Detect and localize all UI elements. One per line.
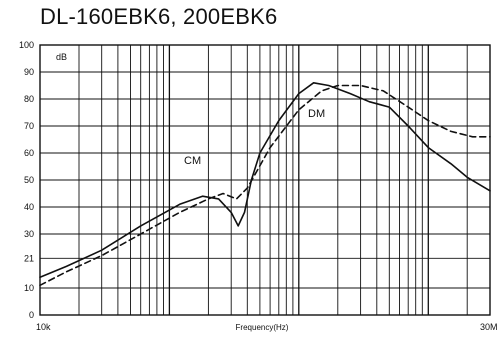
plot-frame <box>39 44 491 316</box>
series-layer <box>39 82 491 287</box>
y-tick-label: 21 <box>24 253 34 263</box>
x-tick-label-max: 30M <box>480 322 498 332</box>
y-unit-label: dB <box>56 52 67 62</box>
y-tick-label: 80 <box>24 94 34 104</box>
x-tick-label-min: 10k <box>36 322 51 332</box>
cm-annotation: CM <box>184 155 201 167</box>
series-line-cm <box>39 82 491 278</box>
x-axis-label: Frequency(Hz) <box>236 323 289 332</box>
dm-annotation: DM <box>308 108 325 120</box>
y-tick-label: 50 <box>24 175 34 185</box>
y-tick-label: 40 <box>24 202 34 212</box>
unit-label-bg <box>53 50 73 62</box>
dm-annotation-bg <box>306 107 330 120</box>
y-tick-label: 100 <box>19 40 34 50</box>
y-tick-label: 70 <box>24 121 34 131</box>
series-line-dm <box>39 84 491 287</box>
grid <box>40 45 490 315</box>
y-tick-label: 10 <box>24 283 34 293</box>
chart-title: DL-160EBK6, 200EBK6 <box>40 4 278 29</box>
cm-annotation-bg <box>182 154 204 167</box>
y-tick-label: 30 <box>24 229 34 239</box>
y-tick-label: 60 <box>24 148 34 158</box>
y-tick-label: 0 <box>29 310 34 320</box>
y-tick-label: 90 <box>24 67 34 77</box>
tick-labels: 0 10 21 30 40 50 60 70 80 90 100 <box>19 40 34 320</box>
